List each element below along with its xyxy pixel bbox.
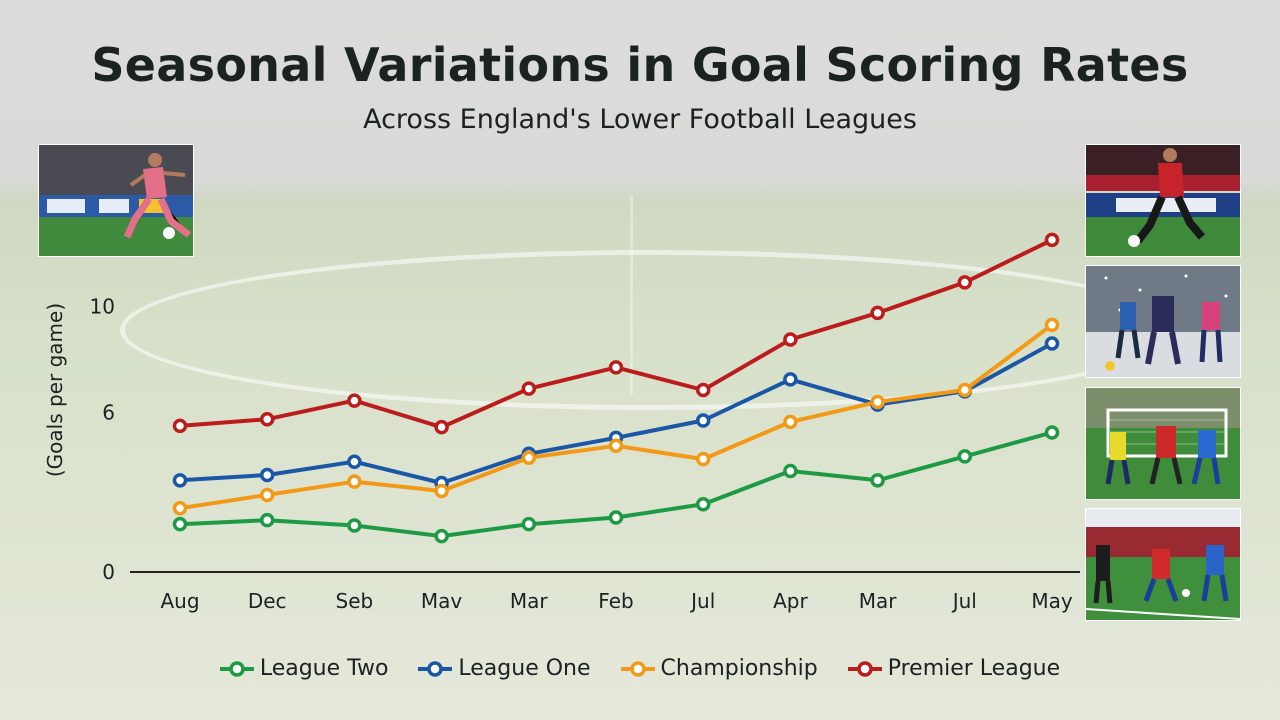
chart-title: Seasonal Variations in Goal Scoring Rate…	[91, 38, 1189, 92]
data-point-championship	[521, 450, 537, 465]
player-dribble-icon	[1086, 145, 1240, 256]
data-point-league-one	[172, 473, 188, 488]
data-point-premier-league	[1044, 232, 1060, 248]
photo-stadium-match	[1085, 508, 1241, 621]
legend-label-league-one: League One	[458, 656, 591, 681]
data-point-championship	[608, 438, 624, 454]
x-tick-label: Mav	[421, 589, 463, 613]
x-tick-label: Feb	[598, 589, 633, 613]
x-tick-label: Jul	[951, 589, 977, 613]
legend-item-league-two: League Two	[219, 656, 389, 681]
x-tick-label: Apr	[773, 589, 808, 613]
data-point-championship	[870, 394, 885, 410]
snow-match-icon	[1086, 266, 1240, 377]
series-line-championship	[178, 322, 1054, 511]
data-point-premier-league	[347, 393, 362, 408]
data-point-premier-league	[783, 332, 798, 347]
photo-snow-match	[1085, 265, 1241, 378]
y-tick-label: 10	[90, 294, 115, 318]
x-tick-label: Seb	[336, 589, 374, 613]
data-point-league-two	[521, 516, 537, 532]
player-kick-icon	[39, 145, 193, 256]
x-tick-label: Aug	[160, 589, 199, 613]
legend-label-championship: Championship	[660, 656, 818, 681]
data-point-league-one	[695, 413, 711, 428]
data-point-league-two	[172, 516, 188, 532]
data-point-premier-league	[434, 419, 449, 435]
x-tick-label: Mar	[510, 589, 549, 613]
photo-red-player-dribbling	[1085, 144, 1241, 257]
photo-player-kicking-ball	[38, 144, 194, 257]
chart-legend: League Two League One Championship Premi…	[0, 656, 1280, 681]
legend-label-league-two: League Two	[259, 656, 389, 681]
legend-item-premier-league: Premier League	[847, 656, 1061, 681]
data-point-championship	[434, 483, 449, 499]
data-point-league-one	[783, 372, 798, 387]
y-tick-label: 6	[102, 401, 115, 425]
data-point-league-one	[347, 454, 362, 469]
legend-marker-league-two	[219, 660, 254, 677]
data-point-premier-league	[695, 382, 711, 398]
stadium-match-icon	[1086, 509, 1240, 620]
data-point-league-two	[608, 510, 624, 525]
legend-marker-championship	[620, 660, 655, 677]
data-point-championship	[259, 487, 275, 503]
data-point-championship	[172, 500, 188, 516]
legend-marker-premier-league	[847, 660, 882, 677]
data-point-premier-league	[608, 360, 624, 375]
data-point-league-one	[1044, 336, 1060, 351]
x-tick-label: Mar	[859, 589, 898, 613]
data-point-championship	[783, 414, 798, 430]
y-tick-label: 0	[102, 560, 115, 584]
legend-item-league-one: League One	[418, 656, 591, 681]
y-axis-title: (Goals per game)	[43, 303, 67, 477]
data-point-league-two	[347, 518, 362, 533]
chart-subtitle: Across England's Lower Football Leagues	[363, 104, 917, 135]
data-point-league-one	[259, 467, 275, 483]
data-point-premier-league	[521, 381, 537, 396]
data-point-premier-league	[172, 418, 188, 434]
data-point-premier-league	[957, 275, 973, 290]
data-point-league-two	[1044, 425, 1060, 440]
data-point-league-two	[957, 449, 973, 464]
legend-label-premier-league: Premier League	[887, 656, 1061, 681]
x-tick-label: Jul	[689, 589, 715, 613]
x-tick-label: May	[1031, 589, 1073, 613]
data-point-league-two	[259, 512, 275, 528]
data-point-league-two	[695, 496, 711, 512]
data-point-championship	[347, 474, 362, 489]
data-point-championship	[1044, 317, 1060, 333]
pitch-halfway-line	[630, 195, 633, 395]
goalmouth-icon	[1086, 388, 1240, 499]
legend-marker-league-one	[418, 660, 453, 677]
data-point-league-two	[783, 463, 798, 479]
data-point-league-two	[434, 528, 449, 544]
data-point-championship	[695, 451, 711, 467]
data-point-championship	[957, 382, 973, 398]
data-point-league-two	[870, 473, 885, 488]
legend-item-championship: Championship	[620, 656, 818, 681]
photo-goalmouth-action	[1085, 387, 1241, 500]
x-tick-label: Dec	[248, 589, 287, 613]
data-point-premier-league	[870, 305, 885, 321]
data-point-premier-league	[259, 411, 275, 427]
